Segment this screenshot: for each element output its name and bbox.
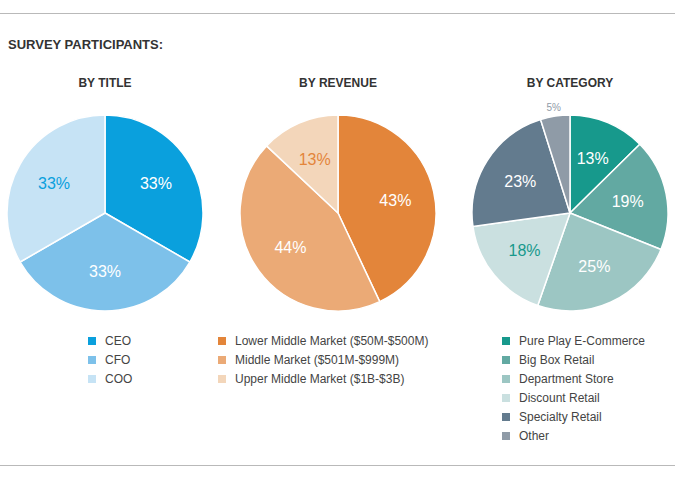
pie-chart: BY REVENUE 43% 44% 13% Lower Middle Market (… <box>218 76 436 386</box>
page-title: SURVEY PARTICIPANTS: <box>8 37 163 52</box>
legend-swatch <box>218 337 226 345</box>
legend-swatch <box>88 337 96 345</box>
slices <box>7 115 203 311</box>
pie-slice <box>541 115 570 213</box>
bottom-rule <box>0 465 675 466</box>
legend-swatch <box>88 356 96 364</box>
chart-title: BY TITLE <box>78 76 131 90</box>
legend-label: CEO <box>105 334 131 348</box>
pie-chart: BY CATEGORY 13% 19% 25% 18% 23% 5% Pure Play E-… <box>472 76 668 443</box>
legend-label: Department Store <box>519 372 614 386</box>
legend: Pure Play E-Commerce Big Box Retail Depart… <box>502 334 645 443</box>
pie-slice <box>7 115 105 262</box>
top-rule <box>0 13 675 14</box>
chart-root: SURVEY PARTICIPANTS: BY TITLE 33% 33% 33% CEO… <box>0 0 675 479</box>
legend-label: Pure Play E-Commerce <box>519 334 645 348</box>
legend-label: Discount Retail <box>519 391 600 405</box>
legend-label: Other <box>519 429 549 443</box>
legend-label: Upper Middle Market ($1B-$3B) <box>235 372 404 386</box>
pie-slice <box>267 115 338 213</box>
data-label: 44% <box>274 239 306 256</box>
legend-swatch <box>502 413 510 421</box>
legend-label: CFO <box>105 353 130 367</box>
data-label: 33% <box>38 175 70 192</box>
data-labels: 13% 19% 25% 18% 23% 5% <box>504 102 643 275</box>
data-label: 13% <box>577 150 609 167</box>
legend-swatch <box>502 337 510 345</box>
data-labels: 43% 44% 13% <box>274 151 411 257</box>
data-label: 5% <box>547 102 562 113</box>
data-label: 25% <box>578 258 610 275</box>
legend-swatch <box>502 375 510 383</box>
legend-swatch <box>502 356 510 364</box>
slices <box>472 115 668 311</box>
data-label: 13% <box>299 151 331 168</box>
legend-swatch <box>88 375 96 383</box>
data-label: 33% <box>140 175 172 192</box>
legend: Lower Middle Market ($50M-$500M) Middle M… <box>218 334 428 386</box>
legend-label: Lower Middle Market ($50M-$500M) <box>235 334 428 348</box>
data-label: 19% <box>612 193 644 210</box>
legend-label: Big Box Retail <box>519 353 594 367</box>
legend-label: Specialty Retail <box>519 410 602 424</box>
legend-swatch <box>218 356 226 364</box>
pie-slice <box>473 213 570 306</box>
data-label: 18% <box>508 242 540 259</box>
chart-title: BY REVENUE <box>299 76 377 90</box>
legend-label: Middle Market ($501M-$999M) <box>235 353 399 367</box>
data-label: 43% <box>379 192 411 209</box>
data-label: 33% <box>89 263 121 280</box>
legend-swatch <box>502 394 510 402</box>
pie-chart: BY TITLE 33% 33% 33% CEO CFO COO <box>7 76 203 386</box>
legend-swatch <box>502 432 510 440</box>
data-label: 23% <box>504 173 536 190</box>
slices <box>240 115 436 311</box>
legend-label: COO <box>105 372 132 386</box>
legend: CEO CFO COO <box>88 334 132 386</box>
legend-swatch <box>218 375 226 383</box>
chart-title: BY CATEGORY <box>527 76 613 90</box>
data-labels: 33% 33% 33% <box>38 175 172 280</box>
